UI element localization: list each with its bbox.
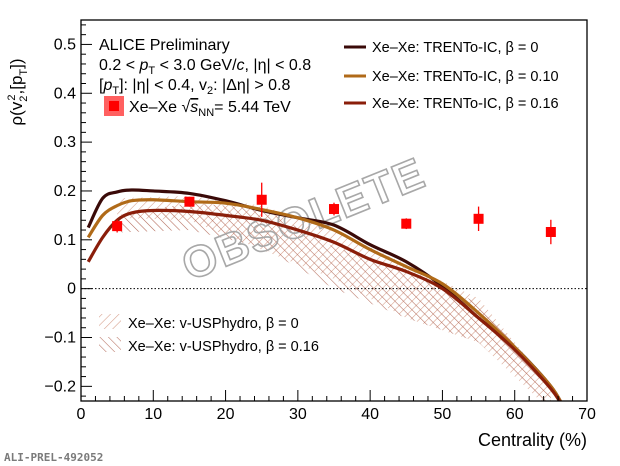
figure-id-label: ALI-PREL-492052 (4, 451, 103, 464)
data-point (184, 196, 195, 207)
point-layer (112, 182, 556, 245)
curve-trento-beta-0-10 (86, 198, 563, 401)
y-tick-label: 0.1 (54, 232, 76, 249)
legend-label-trento-beta-0-16: Xe–Xe: TRENTo-IC, β = 0.16 (372, 96, 559, 112)
x-tick-label: 70 (578, 406, 596, 423)
data-point (256, 194, 267, 205)
legend-label-trento-beta-0: Xe–Xe: TRENTo-IC, β = 0 (372, 40, 538, 56)
data-point (545, 226, 556, 237)
legend-data-system: Xe–Xe (129, 99, 177, 116)
y-tick-label: 0.5 (54, 36, 76, 53)
x-tick-label: 10 (144, 406, 162, 423)
x-tick-label: 0 (77, 406, 86, 423)
curve-trento-beta-0-16 (86, 208, 562, 401)
x-tick-label: 30 (289, 406, 307, 423)
legend-band-label-beta-0-16: Xe–Xe: v-USPhydro, β = 0.16 (128, 339, 319, 355)
legend-data-label: Xe–Xe √sNN= 5.44 TeV (129, 99, 291, 119)
annotation-line1: ALICE Preliminary (99, 37, 230, 54)
legend-label-trento-beta-0-10: Xe–Xe: TRENTo-IC, β = 0.10 (372, 69, 559, 85)
x-tick-label: 40 (361, 406, 379, 423)
legend-band-swatch-beta-0 (99, 314, 121, 329)
curve-layer (86, 188, 563, 401)
annotation-line3: [pT]: |η| < 0.4, v2: |Δη| > 0.8 (99, 77, 291, 97)
legend-data: Xe–Xe √sNN= 5.44 TeV (104, 96, 291, 119)
y-tick-label: 0.4 (54, 85, 76, 102)
y-axis: −0.2 −0.1 0 0.1 0.2 0.3 0.4 0.5 (44, 24, 92, 397)
data-point (329, 204, 339, 215)
y-tick-label: 0.3 (54, 134, 76, 151)
y-tick-label: 0.2 (54, 183, 76, 200)
x-axis-title: Centrality (%) (478, 430, 587, 450)
x-tick-label: 60 (506, 406, 524, 423)
legend-bands: Xe–Xe: v-USPhydro, β = 0 Xe–Xe: v-USPhydr… (99, 314, 319, 355)
x-tick-label: 50 (434, 406, 452, 423)
x-axis: 0 10 20 30 40 50 60 70 (77, 390, 596, 423)
legend-data-energy: = 5.44 TeV (214, 99, 291, 116)
legend-curves: Xe–Xe: TRENTo-IC, β = 0 Xe–Xe: TRENTo-IC,… (344, 40, 559, 112)
data-point (112, 221, 123, 232)
legend-data-marker-core (109, 101, 119, 111)
data-point (473, 213, 484, 224)
y-tick-label: −0.2 (44, 378, 76, 395)
y-tick-label: 0 (67, 281, 76, 298)
y-tick-label: −0.1 (44, 330, 76, 347)
legend-band-swatch-beta-0-16 (99, 337, 121, 352)
legend-band-label-beta-0: Xe–Xe: v-USPhydro, β = 0 (128, 316, 299, 332)
data-point (401, 218, 412, 229)
x-tick-label: 20 (217, 406, 235, 423)
